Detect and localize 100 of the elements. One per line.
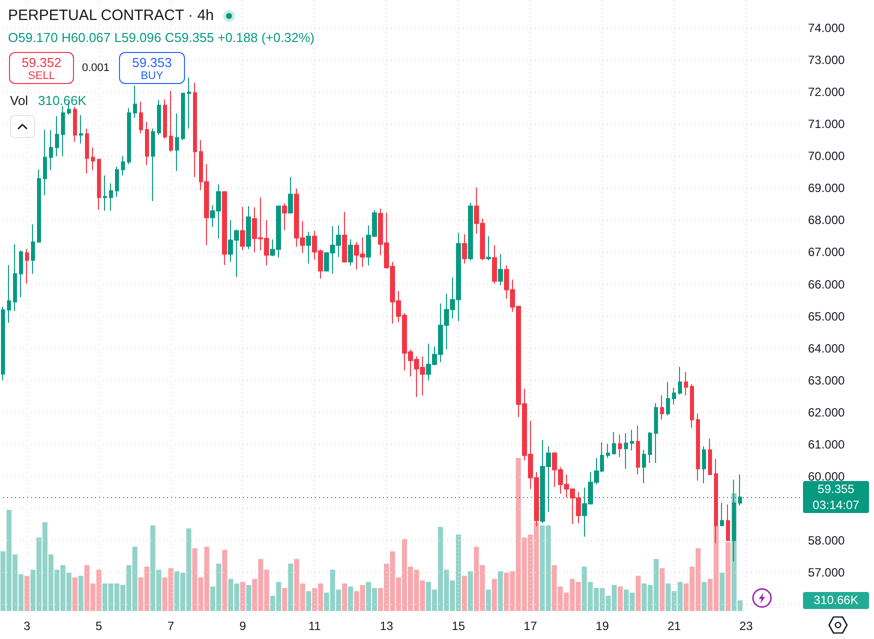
y-tick-label: 70.000 [808,149,846,164]
candlestick [103,174,107,212]
candlestick [139,101,143,134]
candlestick [606,443,610,458]
candlestick [181,92,185,141]
bar [342,583,348,611]
candlestick [468,202,473,261]
candlestick [612,431,616,455]
bar [78,576,84,611]
chart-title: Vol [10,93,28,108]
bar [246,584,252,611]
candlestick [282,203,287,231]
candlestick [246,206,251,250]
bar [660,568,665,611]
annotation: 59.353 [131,55,173,70]
x-tick-label: 19 [596,619,610,633]
y-tick-label: 68.000 [808,213,846,228]
buy-button: 59.353 BUY [119,52,185,84]
bar [282,588,288,611]
candlestick [666,381,670,416]
bar [288,564,294,611]
y-tick-label: 67.000 [808,245,846,260]
x-tick-label: 5 [96,619,103,633]
y-tick-label: 62.000 [808,405,846,420]
x-tick-label: 11 [308,619,322,633]
y-tick-label: 65.000 [808,309,846,324]
bar [462,576,467,611]
candlestick [618,434,622,458]
price-tag: 59.355 03:14:07 [803,481,869,514]
candlestick [348,238,353,266]
candlestick [702,446,706,484]
candlestick [306,231,311,264]
bar [486,590,491,611]
candlestick [690,384,694,428]
bar [726,542,731,611]
bar [348,586,354,611]
candlestick [462,234,467,264]
y-tick-label: 72.000 [808,85,846,100]
candlestick [660,394,664,420]
x-tick-label: 3 [24,619,31,633]
y-tick-label: 71.000 [808,117,846,132]
bar [636,576,641,611]
bar [618,586,623,611]
bar [468,571,473,611]
bar [720,572,725,611]
candlestick [31,224,35,274]
candlestick [37,169,41,244]
candlestick [684,372,688,396]
candlestick [7,264,11,324]
candlestick [25,248,29,284]
x-tick-label: 9 [239,619,246,633]
y-tick-label: 63.000 [808,373,846,388]
annotation: 59.352 [20,55,62,70]
candlestick [61,106,65,157]
annotation: BUY [140,70,164,82]
candlestick [73,106,77,142]
candlestick [288,176,293,214]
candlestick [486,236,491,261]
y-tick-label: 60.000 [808,469,846,484]
chart-title: PERPETUAL CONTRACT · 4h [8,7,214,24]
candlestick [97,158,101,210]
text: O59.170 H60.067 L59.096 C59.355 +0.188 (+0.32%) [8,30,314,45]
candlestick [654,402,658,464]
candlestick [127,108,131,165]
candlestick [726,504,730,542]
x-tick-label: 23 [739,619,754,633]
candlestick [163,98,167,140]
candlestick [115,166,119,198]
x-tick-label: 13 [380,619,394,633]
candlestick [121,156,125,176]
candlestick [222,191,227,266]
candlestick [175,113,179,172]
annotation: 0.001 [82,62,110,74]
candlestick [19,250,23,298]
candlestick [91,147,95,171]
y-tick-label: 74.000 [808,21,846,36]
sell-button: 59.352 SELL [9,52,74,84]
candlestick [187,77,191,130]
y-tick-label: 57.000 [808,566,846,580]
candlestick [642,449,646,484]
x-tick-label: 7 [167,619,174,633]
chart-subtitle: 310.66K [38,93,86,108]
candlestick [678,366,682,395]
candlestick [169,90,173,152]
x-tick-label: 17 [524,619,538,633]
candlestick [55,116,59,157]
y-tick-label: 73.000 [808,53,846,68]
candlestick [85,128,89,174]
candlestick [636,425,640,476]
candlestick [133,85,137,118]
candlestick [145,121,149,166]
candlestick [151,128,155,202]
bar [240,582,246,611]
candlestick [630,429,634,452]
candlestick [13,244,17,312]
x-tick-label: 21 [667,619,682,633]
bar [222,550,228,611]
candlestick [498,254,503,286]
y-tick-label: 69.000 [808,181,846,196]
candlestick [492,244,497,284]
